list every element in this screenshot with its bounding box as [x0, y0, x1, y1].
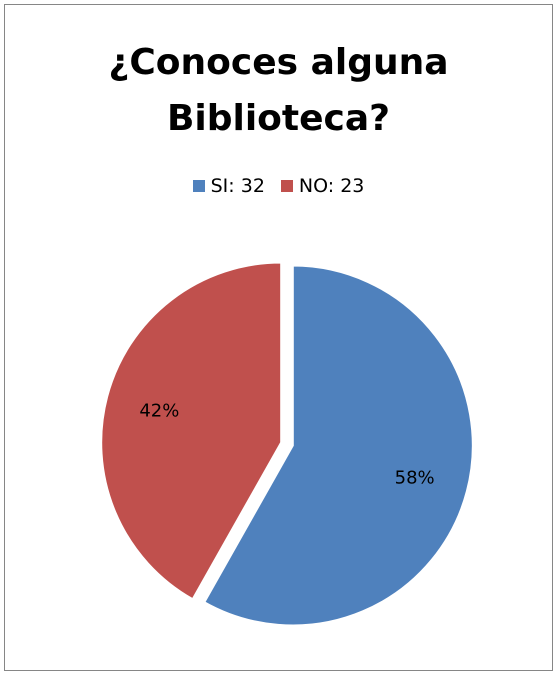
- legend-entry-no: NO: 23: [280, 175, 365, 197]
- legend-swatch-si: [192, 180, 205, 192]
- data-label-si: 58%: [395, 468, 435, 489]
- data-label-no: 42%: [139, 400, 179, 421]
- pie-slice-si: [202, 264, 474, 627]
- chart-legend: SI: 32 NO: 23: [5, 175, 552, 197]
- legend-entry-si: SI: 32: [192, 175, 265, 197]
- legend-label-no: NO: 23: [298, 175, 365, 197]
- pie-slice-no: [100, 261, 283, 601]
- legend-swatch-no: [280, 180, 293, 192]
- chart-title: ¿Conoces alguna Biblioteca?: [108, 42, 449, 139]
- legend-label-si: SI: 32: [210, 175, 265, 197]
